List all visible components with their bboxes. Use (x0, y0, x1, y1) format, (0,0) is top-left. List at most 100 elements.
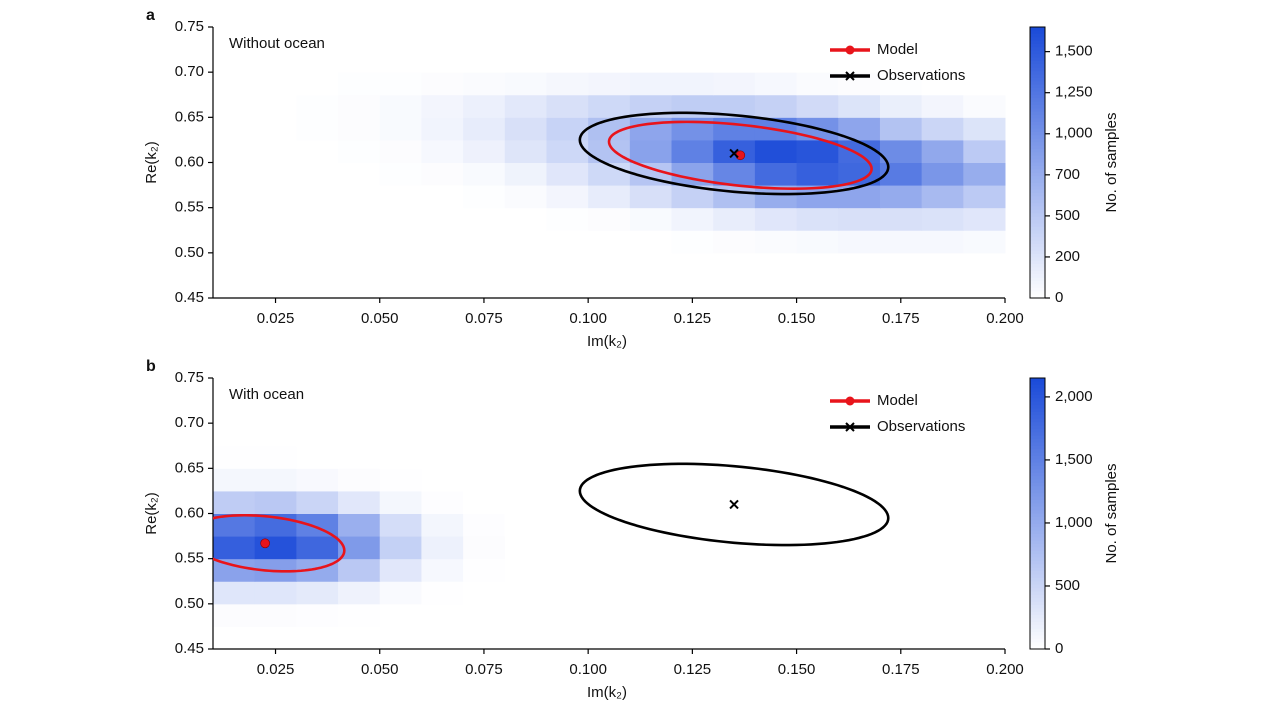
colorbar-slice (1030, 611, 1045, 616)
heatmap-cell (879, 207, 923, 231)
legend-label: Observations (877, 418, 965, 435)
colorbar-slice (1030, 125, 1045, 130)
heatmap-cell (421, 603, 464, 627)
heatmap-cell (629, 27, 673, 51)
heatmap-cell (504, 94, 547, 118)
colorbar-slice (1030, 564, 1045, 569)
heatmap-cell (754, 162, 798, 186)
heatmap-cell (379, 275, 422, 299)
heatmap-cell (796, 400, 839, 424)
heatmap-cell (379, 252, 422, 276)
colorbar-slice (1030, 398, 1045, 403)
heatmap-cell (671, 27, 714, 51)
heatmap-cell (629, 400, 673, 424)
heatmap-cell (629, 468, 673, 492)
colorbar-slice (1030, 199, 1045, 204)
heatmap-cell (254, 27, 297, 51)
heatmap-cell (671, 207, 714, 231)
heatmap-cell (463, 490, 506, 514)
y-tick-label: 0.45 (175, 289, 204, 306)
heatmap-cell (379, 445, 422, 469)
heatmap-cell (671, 139, 714, 163)
heatmap-cell (338, 536, 381, 560)
heatmap-cell (838, 139, 881, 163)
legend-marker (845, 45, 855, 55)
colorbar-slice (1030, 621, 1045, 626)
heatmap-cell (296, 207, 339, 231)
heatmap-cell (671, 275, 714, 299)
heatmap-cell (463, 139, 506, 163)
heatmap-cell (338, 275, 381, 299)
panel-label: a (146, 7, 155, 24)
heatmap-cell (754, 536, 798, 560)
heatmap-cell (671, 230, 714, 254)
heatmap-cell (254, 378, 297, 402)
heatmap-cell (338, 252, 381, 276)
heatmap-cell (838, 445, 881, 469)
colorbar-slice (1030, 267, 1045, 272)
heatmap-cell (588, 400, 631, 424)
heatmap-cell (879, 230, 923, 254)
heatmap-cell (629, 536, 673, 560)
heatmap-cell (296, 230, 339, 254)
colorbar-slice (1030, 469, 1045, 474)
colorbar-slice (1030, 628, 1045, 633)
heatmap-cell (879, 94, 923, 118)
heatmap-cell (963, 252, 1006, 276)
heatmap-cell (213, 49, 256, 73)
colorbar-slice (1030, 577, 1045, 582)
colorbar-slice (1030, 250, 1045, 255)
colorbar-slice (1030, 43, 1045, 48)
heatmap-cell (463, 49, 506, 73)
y-tick-label: 0.65 (175, 459, 204, 476)
heatmap-cell (588, 49, 631, 73)
colorbar-slice (1030, 172, 1045, 177)
heatmap-cell (921, 490, 964, 514)
colorbar-slice (1030, 435, 1045, 440)
heatmap-cell (921, 626, 964, 650)
x-tick-label: 0.150 (778, 661, 816, 678)
heatmap-cell (213, 423, 256, 447)
heatmap-cell (379, 603, 422, 627)
heatmap-cell (838, 558, 881, 582)
colorbar-slice (1030, 247, 1045, 252)
heatmap-cell (588, 581, 631, 605)
heatmap-cell (504, 72, 547, 96)
heatmap-cell (588, 423, 631, 447)
heatmap-cell (213, 139, 256, 163)
heatmap-cell (838, 162, 881, 186)
legend-label: Observations (877, 67, 965, 84)
heatmap-cell (921, 207, 964, 231)
heatmap-cell (504, 49, 547, 73)
heatmap-cell (296, 490, 339, 514)
heatmap-cell (879, 490, 923, 514)
heatmap-cell (671, 558, 714, 582)
colorbar-slice (1030, 557, 1045, 562)
heatmap-cell (879, 185, 923, 209)
heatmap-cell (796, 27, 839, 51)
heatmap-cell (463, 185, 506, 209)
heatmap-cell (379, 581, 422, 605)
heatmap-cell (713, 536, 756, 560)
heatmap-cell (213, 252, 256, 276)
heatmap-cell (463, 603, 506, 627)
colorbar-slice (1030, 148, 1045, 153)
heatmap-cell (796, 423, 839, 447)
heatmap-cell (963, 558, 1006, 582)
heatmap-cell (254, 423, 297, 447)
heatmap-cell (629, 490, 673, 514)
heatmap-cell (838, 468, 881, 492)
heatmap-cell (421, 558, 464, 582)
heatmap-cell (379, 162, 422, 186)
heatmap-cell (796, 207, 839, 231)
heatmap-cell (713, 162, 756, 186)
colorbar-slice (1030, 135, 1045, 140)
heatmap-cell (463, 626, 506, 650)
heatmap-cell (629, 581, 673, 605)
heatmap-cell (671, 72, 714, 96)
heatmap-cell (213, 581, 256, 605)
colorbar-label: No. of samples (1103, 463, 1120, 563)
heatmap-cell (379, 185, 422, 209)
heatmap-cell (463, 94, 506, 118)
